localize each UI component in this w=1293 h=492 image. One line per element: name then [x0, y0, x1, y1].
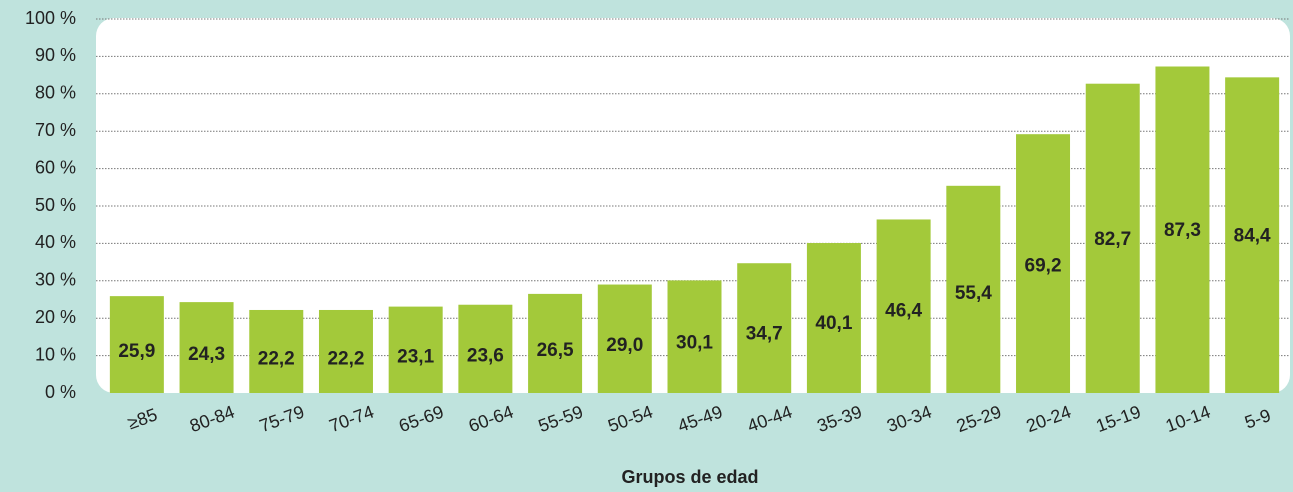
- bar: [1085, 83, 1140, 394]
- data-label: 34,7: [746, 324, 783, 345]
- data-label: 23,6: [467, 346, 504, 367]
- bar: [597, 284, 652, 393]
- bar: [179, 302, 234, 393]
- data-label: 84,4: [1234, 226, 1271, 247]
- bar: [109, 296, 164, 393]
- y-tick-label: 70 %: [35, 120, 76, 140]
- y-tick-label: 100 %: [25, 8, 76, 28]
- data-label: 24,3: [188, 344, 225, 365]
- data-label: 46,4: [885, 301, 922, 322]
- y-tick-label: 60 %: [35, 157, 76, 177]
- data-label: 29,0: [606, 335, 643, 356]
- bar: [1155, 66, 1210, 394]
- data-label: 30,1: [676, 333, 713, 354]
- bar: [1016, 134, 1071, 393]
- bar: [528, 293, 583, 393]
- data-label: 40,1: [815, 313, 852, 334]
- bar: [806, 243, 861, 393]
- bar: [876, 219, 931, 393]
- bar: [318, 309, 373, 393]
- y-tick-label: 20 %: [35, 307, 76, 327]
- x-axis-title: Grupos de edad: [621, 467, 758, 487]
- y-tick-label: 50 %: [35, 195, 76, 215]
- bar: [249, 309, 304, 393]
- data-label: 55,4: [955, 283, 992, 304]
- data-label: 87,3: [1164, 220, 1201, 241]
- y-tick-label: 40 %: [35, 232, 76, 252]
- y-tick-label: 0 %: [45, 382, 76, 402]
- bar: [388, 306, 443, 393]
- data-label: 25,9: [118, 341, 155, 362]
- data-label: 23,1: [397, 347, 434, 368]
- y-tick-label: 10 %: [35, 344, 76, 364]
- data-label: 82,7: [1094, 229, 1131, 250]
- y-tick-label: 90 %: [35, 45, 76, 65]
- y-tick-label: 80 %: [35, 83, 76, 103]
- bar: [1225, 77, 1280, 394]
- data-label: 69,2: [1025, 256, 1062, 277]
- data-label: 26,5: [537, 340, 574, 361]
- data-label: 22,2: [327, 348, 364, 369]
- bar: [667, 280, 722, 393]
- y-tick-label: 30 %: [35, 270, 76, 290]
- bar: [458, 304, 513, 393]
- bar: [946, 185, 1001, 393]
- bar: [737, 263, 792, 393]
- data-label: 22,2: [258, 348, 295, 369]
